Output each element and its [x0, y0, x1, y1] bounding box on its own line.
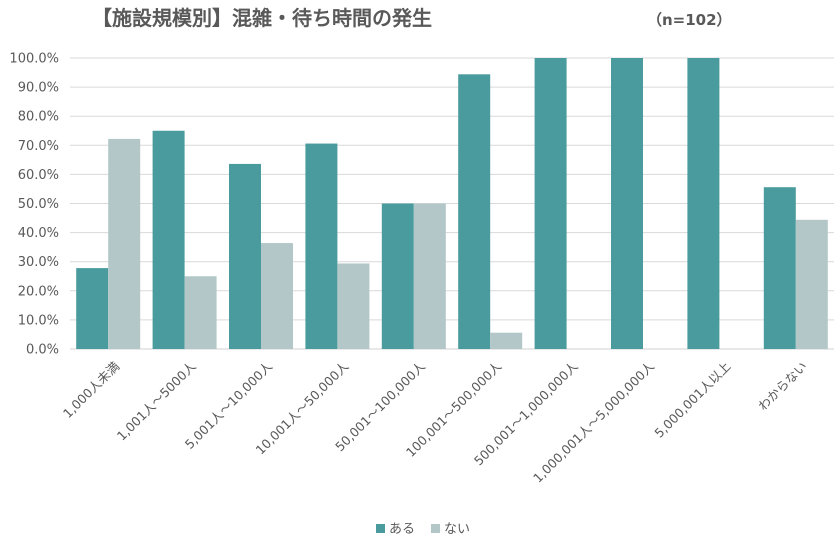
y-tick-label: 0.0% — [26, 343, 59, 358]
chart-title: 【施設規模別】混雑・待ち時間の発生 — [92, 6, 432, 30]
legend: ある ない — [376, 522, 470, 537]
bar-nai — [261, 243, 293, 349]
bar-nai — [413, 203, 446, 349]
bar-nai — [184, 276, 217, 349]
x-tick-label: わからない — [755, 359, 810, 414]
legend-swatch — [431, 524, 440, 533]
bar-aru — [76, 268, 109, 349]
bar-aru — [611, 58, 643, 349]
y-tick-label: 40.0% — [18, 226, 59, 241]
bar-aru — [763, 187, 796, 349]
bar-aru — [305, 143, 338, 349]
chart-subtitle: （n=102） — [647, 11, 732, 29]
x-axis-ticks: 1,000人未満1,001人～5000人5,001人～10,000人10,001… — [60, 358, 810, 485]
y-tick-label: 100.0% — [9, 52, 59, 67]
y-tick-label: 90.0% — [18, 81, 59, 96]
x-tick-label: 1,000,001人～5,000,000人 — [530, 358, 657, 485]
x-tick-label: 1,001人～5000人 — [114, 358, 199, 443]
bar-aru — [534, 58, 567, 349]
bars — [76, 58, 828, 350]
y-tick-label: 20.0% — [18, 284, 59, 299]
bar-nai — [795, 219, 828, 349]
y-tick-label: 30.0% — [18, 255, 59, 270]
bar-aru — [381, 203, 414, 349]
y-tick-label: 60.0% — [18, 168, 59, 183]
x-tick-label: 5,000,001人以上 — [651, 359, 733, 441]
y-axis-ticks: 0.0% 10.0% 20.0% 30.0% 40.0% 50.0% 60.0% 70.0% 8… — [9, 52, 59, 358]
legend-label: ある — [389, 522, 415, 537]
bar-nai — [490, 332, 523, 349]
legend-swatch — [376, 524, 385, 533]
y-tick-label: 10.0% — [18, 313, 59, 328]
y-tick-label: 80.0% — [18, 110, 59, 125]
bar-aru — [687, 58, 720, 349]
y-tick-label: 50.0% — [18, 197, 59, 212]
bar-aru — [458, 74, 491, 350]
legend-label: ない — [444, 522, 470, 537]
bar-nai — [108, 138, 141, 349]
bar-nai — [337, 263, 370, 349]
x-tick-label: 1,000人未満 — [60, 359, 122, 421]
bar-aru — [152, 130, 185, 349]
bar-aru — [229, 163, 261, 349]
y-tick-label: 70.0% — [18, 139, 59, 154]
